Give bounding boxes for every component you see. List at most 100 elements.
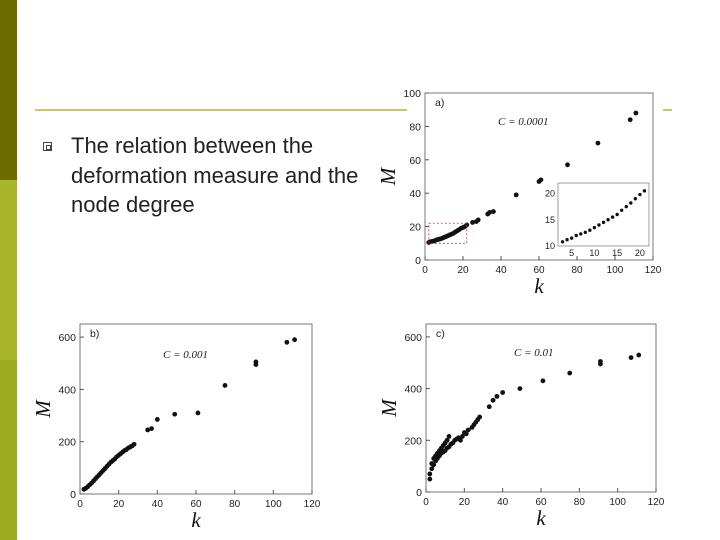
chart-a-x-tick-label: 80: [571, 265, 583, 276]
chart-b-y-tick-label: 200: [58, 437, 76, 449]
chart-b-y-tick-label: 0: [70, 489, 76, 501]
chart-a-annotation: C = 0.0001: [498, 116, 549, 128]
chart-c-data-point: [427, 476, 433, 482]
chart-c-data-point: [463, 431, 469, 437]
chart-a-data-point: [565, 162, 570, 168]
chart-a-x-tick-label: 120: [645, 265, 662, 276]
chart-c-data-point: [567, 370, 573, 376]
chart-a-inset-data-point: [588, 228, 592, 232]
chart-a-inset-data-point: [579, 232, 583, 236]
chart-b-data-point: [172, 411, 178, 417]
chart-b-data-point: [222, 383, 228, 388]
chart-b-x-tick-label: 0: [77, 499, 83, 510]
chart-c-data-point: [636, 352, 642, 358]
chart-c-y-tick-label: 600: [404, 332, 422, 344]
chart-c-x-tick-label: 120: [648, 497, 665, 508]
chart-c-y-axis-label: M: [377, 398, 401, 418]
chart-b-data-point: [154, 417, 160, 422]
chart-c-data-point: [444, 437, 450, 443]
chart-a-x-tick-label: 60: [533, 265, 545, 276]
chart-c-x-tick-label: 0: [423, 497, 429, 508]
chart-a-inset-data-point: [624, 204, 628, 209]
chart-a-inset-data-point: [606, 218, 610, 222]
chart-b-x-axis-label: k: [191, 508, 201, 532]
chart-b-x-tick-label: 80: [229, 499, 241, 510]
chart-a-data-point: [513, 192, 519, 198]
chart-a-inset-data-point: [597, 223, 601, 227]
chart-a-data-point: [491, 209, 496, 214]
chart-a-panel-label: a): [435, 97, 444, 109]
chart-a-x-axis-label: k: [534, 274, 544, 298]
chart-c-data-point: [429, 466, 435, 472]
chart-b-panel-label: b): [90, 328, 99, 340]
chart-c-data-point: [458, 437, 463, 443]
chart-panel-b: 0 20 40 60 80 100 120 0 200 400 600 b) C = 0.001 Mk: [31, 323, 321, 532]
chart-b-data-point: [253, 359, 259, 365]
chart-c-x-tick-label: 100: [609, 497, 626, 508]
chart-b-x-tick-label: 60: [190, 499, 202, 510]
chart-c-y-tick-label: 400: [404, 384, 422, 396]
chart-c-data-point: [628, 355, 634, 360]
chart-a-zoom-region: [428, 222, 468, 244]
chart-a-data-point: [475, 217, 481, 223]
title-divider: [35, 109, 407, 111]
chart-c-x-axis-label: k: [536, 506, 546, 530]
chart-a-x-tick-label: 20: [457, 265, 469, 276]
chart-a-y-tick-label: 0: [415, 255, 421, 267]
chart-a-inset-data-point: [615, 212, 619, 217]
sidebar-accent-top: [0, 0, 17, 180]
chart-c-data-point: [427, 471, 433, 477]
chart-a-data-point: [470, 220, 475, 225]
chart-a-inset-y-tick-label: 10: [545, 241, 555, 251]
chart-a-inset-data-point: [633, 197, 638, 201]
chart-a-data-point: [538, 177, 544, 183]
chart-c-data-point: [486, 404, 492, 410]
chart-a-data-point: [595, 140, 601, 146]
chart-a-inset-data-point: [642, 189, 647, 193]
chart-c-data-point: [465, 427, 471, 433]
chart-a-inset-data-point: [638, 192, 642, 197]
chart-c-data-point: [431, 462, 437, 468]
chart-a-x-tick-label: 40: [495, 265, 507, 276]
chart-b-x-tick-label: 20: [113, 499, 125, 510]
chart-a-inset-data-point: [560, 240, 565, 244]
chart-c-data-point: [598, 359, 603, 364]
chart-c-data-point: [517, 386, 523, 392]
chart-a-inset-y-tick-label: 20: [545, 189, 555, 199]
chart-a-inset-data-point: [583, 230, 587, 235]
chart-b-data-point: [131, 441, 137, 447]
chart-panel-c: 0 20 40 60 80 100 120 0 200 400 600 c) C = 0.01 Mk: [377, 323, 665, 530]
chart-b-y-axis-label: M: [31, 399, 55, 419]
chart-c-data-point: [500, 390, 506, 395]
chart-a-inset-x-tick-label: 15: [612, 248, 622, 258]
chart-c-data-point: [494, 393, 500, 399]
chart-a-y-tick-label: 60: [409, 155, 421, 167]
chart-a-inset-y-tick-label: 15: [545, 215, 555, 225]
title-divider-tail: [663, 109, 672, 111]
chart-b-data-point: [284, 339, 290, 345]
chart-b-data-point: [292, 337, 297, 343]
chart-a-inset-data-point: [620, 208, 624, 212]
chart-a-data-point: [627, 117, 633, 123]
chart-a-x-tick-label: 100: [607, 265, 624, 276]
chart-a-y-tick-label: 40: [409, 188, 421, 200]
chart-a-inset-data-point: [569, 236, 574, 240]
chart-a-x-tick-label: 0: [422, 265, 428, 276]
chart-c-panel-label: c): [436, 328, 445, 340]
chart-a-inset-x-tick-label: 10: [589, 248, 599, 258]
chart-b-data-point: [145, 427, 151, 433]
chart-b-y-tick-label: 400: [58, 384, 76, 396]
chart-a-inset-data-point: [565, 238, 569, 242]
bullet-icon: [43, 142, 52, 151]
chart-b-data-point: [195, 410, 201, 416]
chart-c-annotation: C = 0.01: [514, 347, 554, 359]
chart-b-data-point: [149, 426, 154, 432]
bullet-text: The relation between the deformation mea…: [71, 133, 359, 217]
chart-a-data-point: [633, 110, 639, 116]
chart-b-y-tick-label: 600: [58, 332, 76, 344]
chart-a-inset-data-point: [610, 215, 615, 219]
chart-a-data-point: [464, 222, 470, 228]
chart-c-x-tick-label: 60: [535, 497, 547, 508]
chart-c-y-tick-label: 200: [404, 435, 422, 447]
chart-a-y-tick-label: 20: [409, 222, 421, 234]
